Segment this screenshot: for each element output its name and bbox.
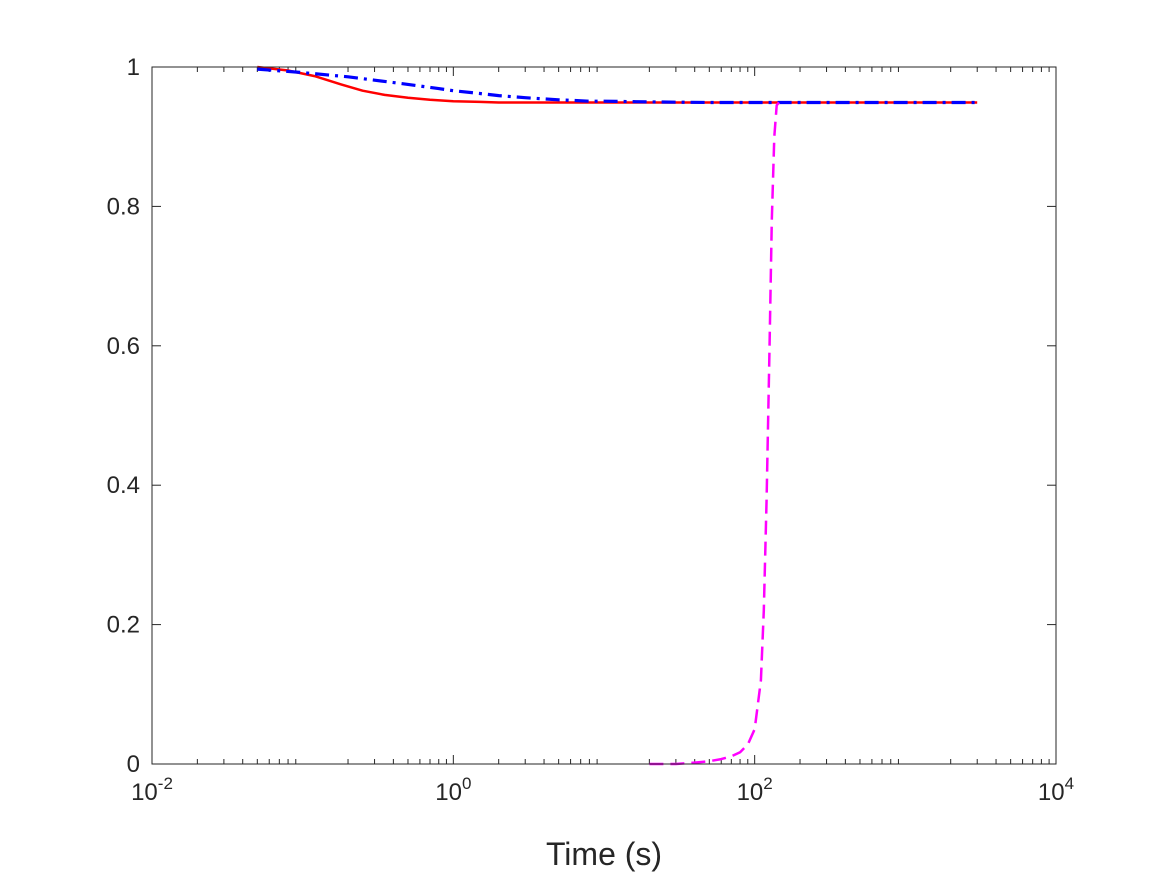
series-line-3 xyxy=(649,101,780,766)
y-tick-label: 0.4 xyxy=(107,472,140,499)
y-tick-label: 0.6 xyxy=(107,333,140,360)
x-tick-label: 102 xyxy=(737,774,773,806)
y-tick-label: 0.8 xyxy=(107,193,140,220)
x-tick-label: 100 xyxy=(435,774,471,806)
plot-frame xyxy=(151,66,1057,765)
x-tick-label: 104 xyxy=(1038,774,1074,806)
series-line-2 xyxy=(257,67,978,105)
y-tick-label: 1 xyxy=(127,54,140,81)
x-axis-title: Time (s) xyxy=(546,836,662,872)
y-tick-label: 0 xyxy=(127,751,140,778)
series-lines xyxy=(257,65,978,766)
minor-ticks xyxy=(196,67,1050,764)
y-tick-label: 0.2 xyxy=(107,612,140,639)
x-tick-label: 10-2 xyxy=(131,774,173,806)
tick-labels: 10-2 100 102 104 0 0.2 0.4 0.6 0.8 1 xyxy=(107,54,1074,806)
plot-area xyxy=(152,67,1056,764)
